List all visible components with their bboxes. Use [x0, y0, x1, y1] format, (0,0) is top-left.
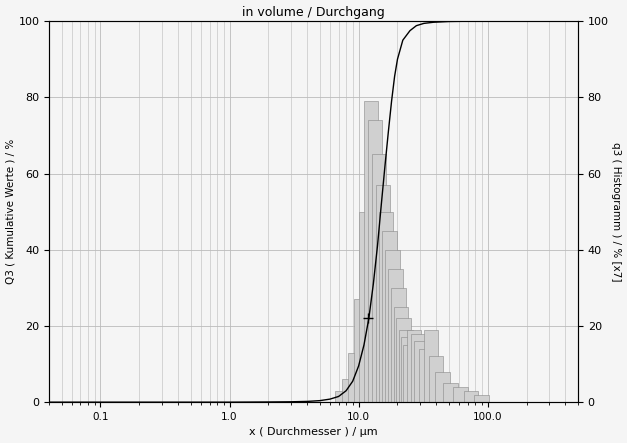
Bar [443, 383, 458, 402]
Bar [379, 212, 393, 402]
Bar [386, 250, 400, 402]
Bar [359, 212, 373, 402]
Bar [429, 357, 443, 402]
Bar [419, 349, 433, 402]
Bar [376, 185, 390, 402]
Bar [335, 391, 349, 402]
Bar [404, 345, 418, 402]
Bar [414, 341, 429, 402]
Y-axis label: Q3 ( Kumulative Werte ) / %: Q3 ( Kumulative Werte ) / % [6, 139, 16, 284]
Bar [399, 330, 413, 402]
Bar [424, 330, 438, 402]
Bar [401, 338, 416, 402]
X-axis label: x ( Durchmesser ) / μm: x ( Durchmesser ) / μm [249, 427, 378, 437]
Bar [364, 101, 378, 402]
Bar [474, 395, 488, 402]
Bar [354, 299, 368, 402]
Bar [394, 307, 408, 402]
Bar [348, 353, 362, 402]
Bar [372, 155, 386, 402]
Bar [382, 231, 397, 402]
Bar [368, 120, 382, 402]
Bar [411, 334, 425, 402]
Bar [435, 372, 450, 402]
Bar [464, 391, 478, 402]
Bar [407, 330, 421, 402]
Bar [342, 379, 356, 402]
Bar [391, 288, 406, 402]
Title: in volume / Durchgang: in volume / Durchgang [242, 6, 385, 19]
Bar [453, 387, 468, 402]
Y-axis label: q3 ( Histogramm ) / % [x7]: q3 ( Histogramm ) / % [x7] [611, 142, 621, 281]
Bar [396, 319, 411, 402]
Bar [389, 269, 403, 402]
